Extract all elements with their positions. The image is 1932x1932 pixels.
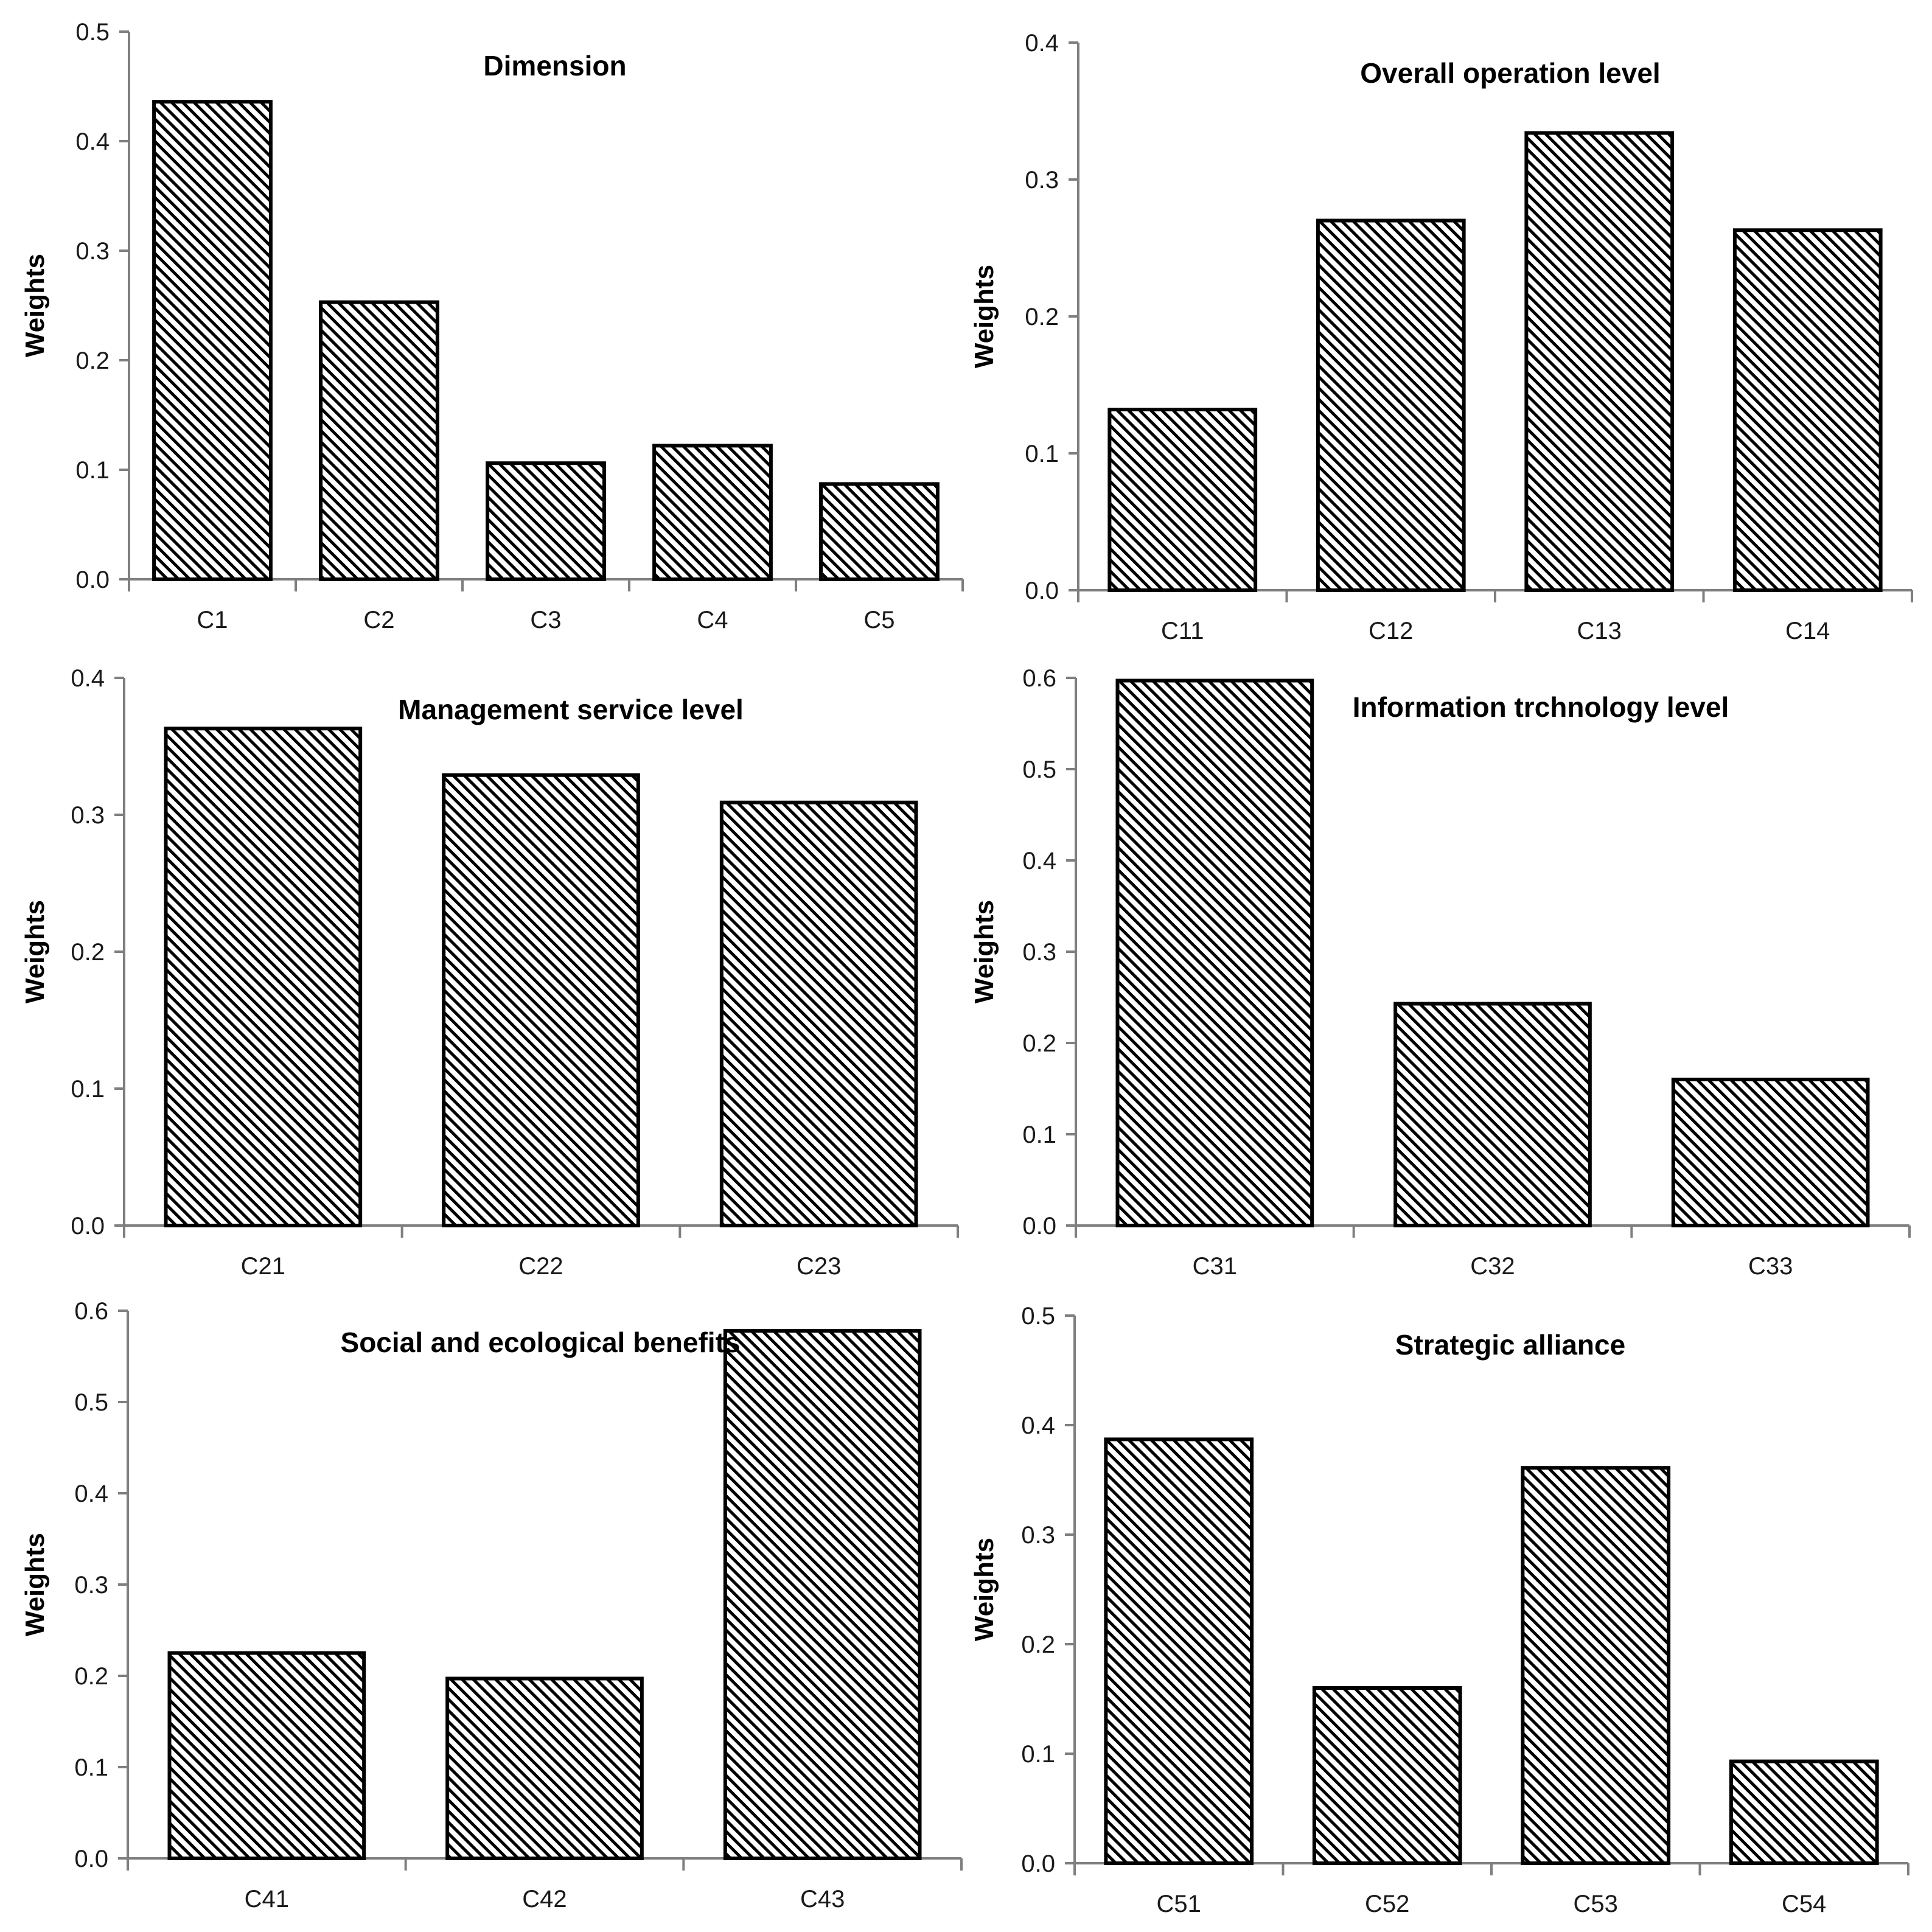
y-tick-label: 0.1 [1025, 441, 1059, 467]
y-tick-label: 0.5 [1022, 756, 1056, 783]
x-category-label: C3 [530, 607, 561, 633]
x-category-label: C5 [863, 607, 895, 633]
y-tick-label: 0.3 [75, 238, 110, 265]
y-tick-label: 0.0 [75, 567, 110, 593]
bar-c12 [1316, 218, 1466, 592]
bar-c41 [167, 1651, 366, 1860]
chart-title: Management service level [398, 694, 744, 725]
x-category-label: C1 [197, 607, 228, 633]
bar-c13 [1524, 131, 1675, 592]
y-tick-label: 0.1 [1021, 1741, 1055, 1768]
y-tick-label: 0.3 [1022, 939, 1056, 966]
chart-panel-4: 0.0 0.1 0.2 0.3 0.4 0.5 0.6 C31 C32 C33 Informatio… [969, 665, 1911, 1280]
y-tick-label: 0.4 [75, 128, 110, 155]
y-tick-label: 0.1 [71, 1076, 105, 1103]
bar-c3 [486, 461, 606, 582]
bar-c22 [442, 773, 640, 1227]
y-axis-title: Weights [969, 900, 999, 1003]
chart-title: Dimension [483, 50, 626, 82]
y-axis-title: Weights [969, 1538, 999, 1641]
bar-c1 [152, 100, 273, 581]
bar-c51 [1104, 1437, 1254, 1865]
chart-title: Strategic alliance [1395, 1329, 1625, 1361]
chart-title: Social and ecological benefits [341, 1327, 741, 1358]
y-tick-label: 0.0 [1025, 577, 1059, 604]
y-tick-label: 0.0 [1021, 1850, 1055, 1877]
chart-title: Information trchnology level [1353, 691, 1729, 723]
x-category-label: C4 [697, 607, 728, 633]
bar-c53 [1521, 1466, 1671, 1865]
y-tick-label: 0.4 [1022, 848, 1056, 874]
bar-c54 [1729, 1759, 1879, 1866]
y-tick-label: 0.6 [74, 1298, 108, 1325]
bar-c43 [723, 1329, 922, 1860]
y-tick-label: 0.5 [1021, 1303, 1055, 1330]
bar-c14 [1732, 228, 1883, 592]
y-tick-label: 0.4 [1025, 30, 1059, 57]
y-tick-label: 0.3 [1025, 167, 1059, 194]
y-axis-title: Weights [20, 900, 50, 1003]
x-category-label: C21 [241, 1253, 285, 1280]
y-tick-label: 0.3 [74, 1572, 108, 1599]
chart-panel-6: 0.0 0.1 0.2 0.3 0.4 0.5 C51 C52 C53 C54 Strategic … [969, 1303, 1909, 1917]
bar-c42 [445, 1676, 644, 1860]
x-category-label: C23 [797, 1253, 841, 1280]
x-category-label: C32 [1470, 1253, 1515, 1280]
x-category-label: C11 [1161, 618, 1204, 644]
y-tick-label: 0.0 [74, 1846, 108, 1872]
chart-panel-2: 0.0 0.1 0.2 0.3 0.4 C11 C12 C13 C14 Overall opera… [969, 30, 1913, 644]
chart-panel-3: 0.0 0.1 0.2 0.3 0.4 C21 C22 C23 Management servi… [20, 665, 959, 1280]
bar-c23 [719, 800, 918, 1227]
chart-title: Overall operation level [1360, 57, 1660, 89]
y-tick-label: 0.0 [71, 1213, 105, 1240]
y-axis-title: Weights [969, 265, 999, 368]
y-tick-label: 0.1 [75, 457, 110, 484]
bar-c5 [819, 482, 940, 582]
y-tick-label: 0.1 [1022, 1121, 1056, 1148]
x-category-label: C54 [1782, 1891, 1826, 1917]
y-tick-label: 0.2 [75, 347, 110, 374]
y-tick-label: 0.2 [74, 1663, 108, 1690]
y-tick-label: 0.5 [74, 1389, 108, 1416]
x-category-label: C52 [1365, 1891, 1409, 1917]
x-category-label: C33 [1748, 1253, 1793, 1280]
y-tick-label: 0.4 [1021, 1412, 1055, 1439]
x-category-label: C22 [518, 1253, 563, 1280]
bar-c2 [319, 300, 439, 581]
y-tick-label: 0.5 [75, 19, 110, 46]
y-tick-label: 0.2 [71, 939, 105, 966]
y-tick-label: 0.0 [1022, 1213, 1056, 1240]
bar-c32 [1393, 1002, 1592, 1227]
x-category-label: C43 [800, 1886, 845, 1913]
y-tick-label: 0.2 [1021, 1631, 1055, 1658]
x-category-label: C53 [1574, 1891, 1618, 1917]
y-axis-title: Weights [20, 254, 50, 357]
x-category-label: C41 [245, 1886, 289, 1913]
x-category-label: C12 [1369, 618, 1413, 644]
y-tick-label: 0.4 [74, 1480, 108, 1507]
bar-c52 [1312, 1686, 1462, 1865]
y-tick-label: 0.4 [71, 665, 105, 692]
bar-c31 [1115, 678, 1314, 1227]
x-category-label: C42 [522, 1886, 567, 1913]
x-category-label: C31 [1193, 1253, 1237, 1280]
y-axis-title: Weights [20, 1533, 50, 1636]
chart-panel-1: 0.0 0.1 0.2 0.3 0.4 0.5 C1 C2 C3 C4 C5 Dimension Wei… [20, 19, 964, 633]
bar-c33 [1671, 1078, 1870, 1227]
x-category-label: C51 [1157, 1891, 1201, 1917]
y-tick-label: 0.1 [74, 1754, 108, 1781]
x-category-label: C2 [363, 607, 394, 633]
bar-c11 [1107, 408, 1258, 592]
y-tick-label: 0.3 [71, 802, 105, 829]
y-tick-label: 0.6 [1022, 665, 1056, 692]
y-tick-label: 0.3 [1021, 1522, 1055, 1549]
chart-panel-5: 0.0 0.1 0.2 0.3 0.4 0.5 0.6 C41 C42 C43 Social and… [20, 1298, 963, 1913]
y-tick-label: 0.2 [1025, 304, 1059, 330]
bar-c21 [164, 727, 363, 1227]
x-category-label: C13 [1577, 618, 1622, 644]
x-category-label: C14 [1785, 618, 1830, 644]
bar-c4 [652, 444, 773, 582]
y-tick-label: 0.2 [1022, 1030, 1056, 1057]
